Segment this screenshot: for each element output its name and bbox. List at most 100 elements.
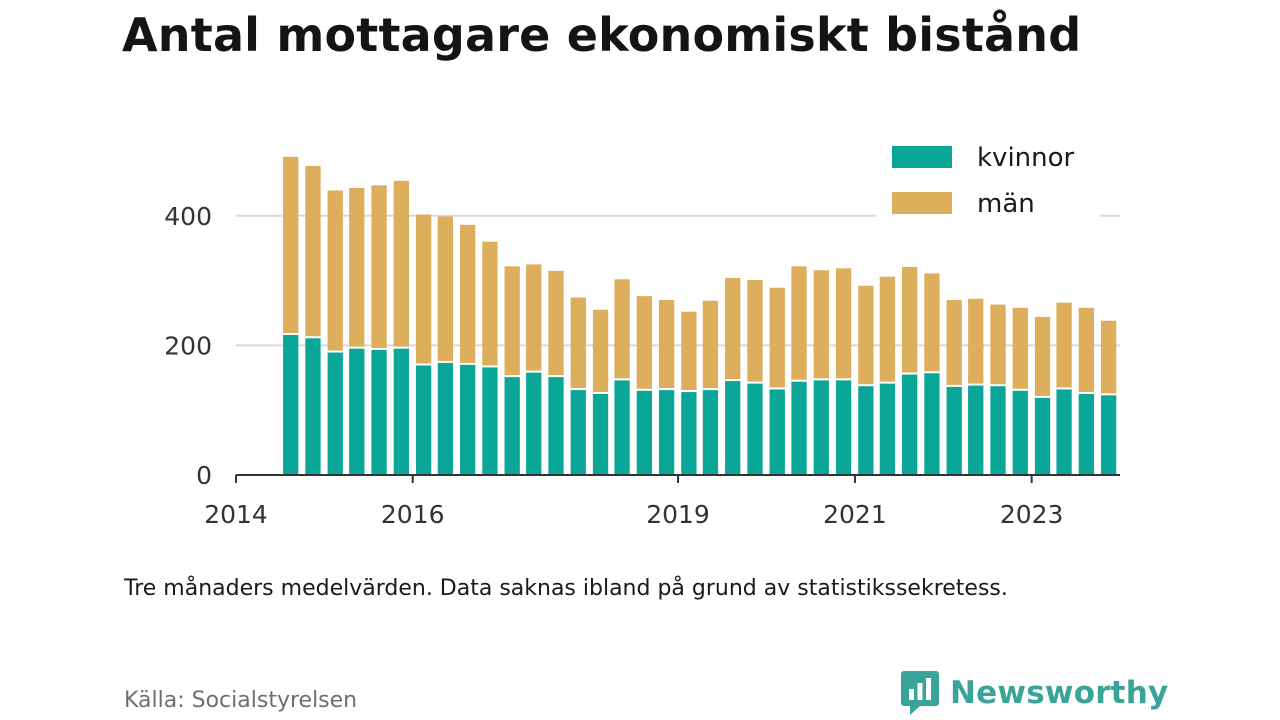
bar-kvinnor-2023-11 [1100, 395, 1117, 475]
bar-kvinnor-2022-11 [1012, 390, 1028, 475]
bar-män-2015-08 [371, 185, 387, 348]
bar-kvinnor-2018-02 [592, 394, 609, 475]
bar-kvinnor-2016-02 [415, 365, 432, 475]
bar-män-2020-02 [769, 287, 785, 388]
bar-kvinnor-2020-08 [813, 380, 829, 475]
bar-män-2021-02 [858, 285, 874, 385]
x-axis-ticks: 2014 2016 2019 2021 2023 [204, 475, 1063, 529]
chart-note: Tre månaders medelvärden. Data saknas ib… [124, 576, 1008, 601]
bar-kvinnor-2016-11 [482, 367, 498, 475]
bar-kvinnor-2015-02 [327, 352, 343, 475]
bar-män-2023-02 [1034, 316, 1051, 396]
bar-män-2019-08 [725, 278, 741, 380]
bar-kvinnor-2020-02 [769, 389, 785, 475]
bar-kvinnor-2017-11 [570, 390, 586, 475]
bar-kvinnor-2021-11 [924, 373, 940, 475]
newsworthy-logo-icon [901, 671, 939, 715]
legend-label-man: män [977, 189, 1035, 219]
brand-name: Newsworthy [950, 675, 1169, 711]
bar-män-2016-11 [482, 241, 498, 366]
chart-title: Antal mottagare ekonomiskt bistånd [122, 8, 1082, 62]
bar-män-2018-11 [658, 300, 675, 389]
bar-män-2017-11 [570, 297, 586, 389]
legend-swatch-kvinnor [892, 146, 952, 168]
bar-kvinnor-2016-05 [437, 362, 454, 475]
x-tick-label-2019: 2019 [646, 500, 710, 529]
bar-män-2018-08 [636, 296, 652, 389]
grid-lines [236, 214, 1120, 347]
bar-män-2022-02 [946, 300, 962, 385]
bar-män-2022-05 [968, 298, 984, 384]
y-tick-label-0: 0 [196, 461, 212, 490]
bar-kvinnor-2022-08 [990, 386, 1006, 475]
bar-män-2018-05 [614, 279, 630, 379]
bar-män-2020-11 [835, 268, 852, 379]
bar-kvinnor-2018-08 [636, 390, 652, 475]
legend-swatch-man [892, 192, 952, 214]
bar-män-2017-02 [504, 266, 520, 376]
bar-män-2018-02 [592, 309, 609, 392]
bar-kvinnor-2021-02 [858, 386, 874, 475]
x-tick-label-2021: 2021 [823, 500, 887, 529]
bar-män-2023-08 [1078, 307, 1094, 392]
bar-män-2016-05 [437, 216, 454, 361]
bar-kvinnor-2023-02 [1034, 397, 1051, 475]
bars [283, 156, 1117, 475]
bar-män-2015-11 [393, 180, 409, 347]
bar-män-2015-05 [349, 187, 365, 347]
bar-män-2023-11 [1100, 320, 1117, 394]
bar-män-2014-08 [283, 156, 299, 334]
bar-kvinnor-2021-08 [902, 374, 918, 475]
y-axis-ticks: 0 200 400 [164, 202, 212, 490]
bar-kvinnor-2017-05 [526, 372, 542, 475]
bar-män-2019-05 [702, 300, 719, 389]
legend-label-kvinnor: kvinnor [977, 143, 1075, 173]
legend: kvinnor män [876, 126, 1100, 219]
source-credit: Källa: Socialstyrelsen [124, 688, 358, 713]
bar-män-2022-11 [1012, 307, 1028, 389]
x-tick-label-2016: 2016 [381, 500, 445, 529]
bar-män-2015-02 [327, 190, 343, 351]
bar-kvinnor-2019-02 [681, 392, 697, 475]
bar-män-2020-08 [813, 270, 829, 379]
y-tick-label-400: 400 [164, 202, 212, 231]
bar-kvinnor-2019-11 [747, 383, 763, 475]
bar-kvinnor-2017-08 [548, 377, 564, 475]
x-tick-label-2014: 2014 [204, 500, 268, 529]
bar-män-2017-08 [548, 270, 564, 376]
bar-män-2019-02 [681, 311, 697, 391]
bar-kvinnor-2023-05 [1056, 389, 1072, 475]
bar-män-2023-05 [1056, 302, 1072, 388]
bar-kvinnor-2016-08 [460, 364, 476, 475]
stacked-bar-chart: 0 200 400 2014 2016 2019 2021 2023 kvinnor män [164, 126, 1120, 529]
bar-kvinnor-2019-08 [725, 381, 741, 475]
bar-kvinnor-2015-08 [371, 349, 387, 475]
y-tick-label-200: 200 [164, 331, 212, 360]
x-tick-label-2023: 2023 [1000, 500, 1064, 529]
bar-kvinnor-2022-02 [946, 386, 962, 475]
bar-kvinnor-2019-05 [702, 390, 719, 475]
bar-män-2017-05 [526, 264, 542, 371]
bar-män-2021-11 [924, 273, 940, 372]
bar-män-2019-11 [747, 279, 763, 382]
bar-kvinnor-2020-11 [835, 380, 852, 475]
bar-män-2021-08 [902, 266, 918, 373]
bar-kvinnor-2020-05 [791, 381, 807, 475]
bar-kvinnor-2023-08 [1078, 394, 1094, 475]
bar-kvinnor-2014-08 [283, 335, 299, 475]
brand-logo[interactable]: Newsworthy [900, 668, 1168, 718]
bar-kvinnor-2015-05 [349, 348, 365, 475]
bar-män-2016-08 [460, 224, 476, 363]
bar-kvinnor-2018-05 [614, 380, 630, 475]
bar-kvinnor-2022-05 [968, 385, 984, 475]
bar-kvinnor-2014-11 [305, 338, 321, 475]
bar-män-2022-08 [990, 304, 1006, 385]
bar-kvinnor-2015-11 [393, 348, 409, 475]
bar-män-2020-05 [791, 266, 807, 380]
bar-män-2021-05 [879, 276, 896, 382]
bar-män-2016-02 [415, 214, 432, 364]
bar-kvinnor-2021-05 [879, 383, 896, 475]
bar-kvinnor-2018-11 [658, 390, 675, 475]
bar-män-2014-11 [305, 165, 321, 337]
bar-kvinnor-2017-02 [504, 377, 520, 475]
